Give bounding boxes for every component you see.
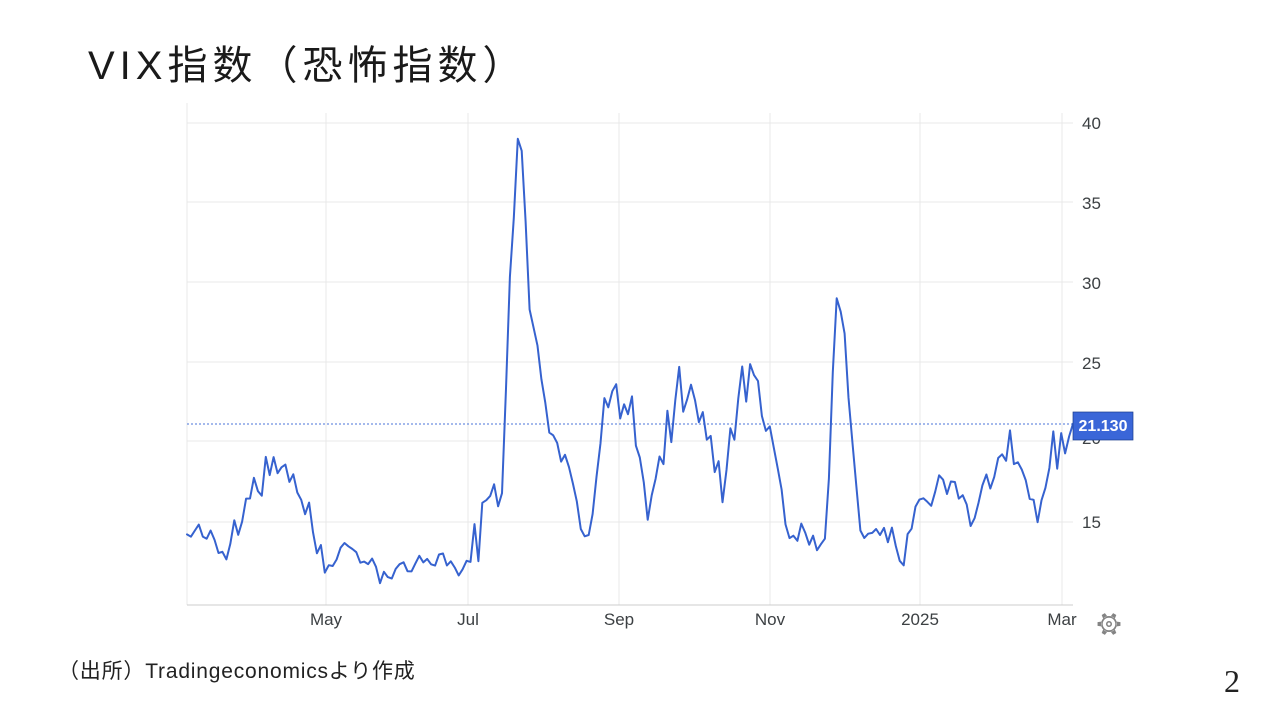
svg-text:30: 30 [1082,274,1101,293]
svg-text:40: 40 [1082,114,1101,133]
svg-text:35: 35 [1082,194,1101,213]
svg-text:May: May [310,610,343,629]
svg-text:Sep: Sep [604,610,634,629]
svg-text:Nov: Nov [755,610,786,629]
svg-text:Jul: Jul [457,610,479,629]
svg-text:Mar: Mar [1047,610,1077,629]
svg-text:25: 25 [1082,354,1101,373]
svg-text:2025: 2025 [901,610,939,629]
svg-text:15: 15 [1082,513,1101,532]
svg-text:21.130: 21.130 [1079,418,1128,435]
